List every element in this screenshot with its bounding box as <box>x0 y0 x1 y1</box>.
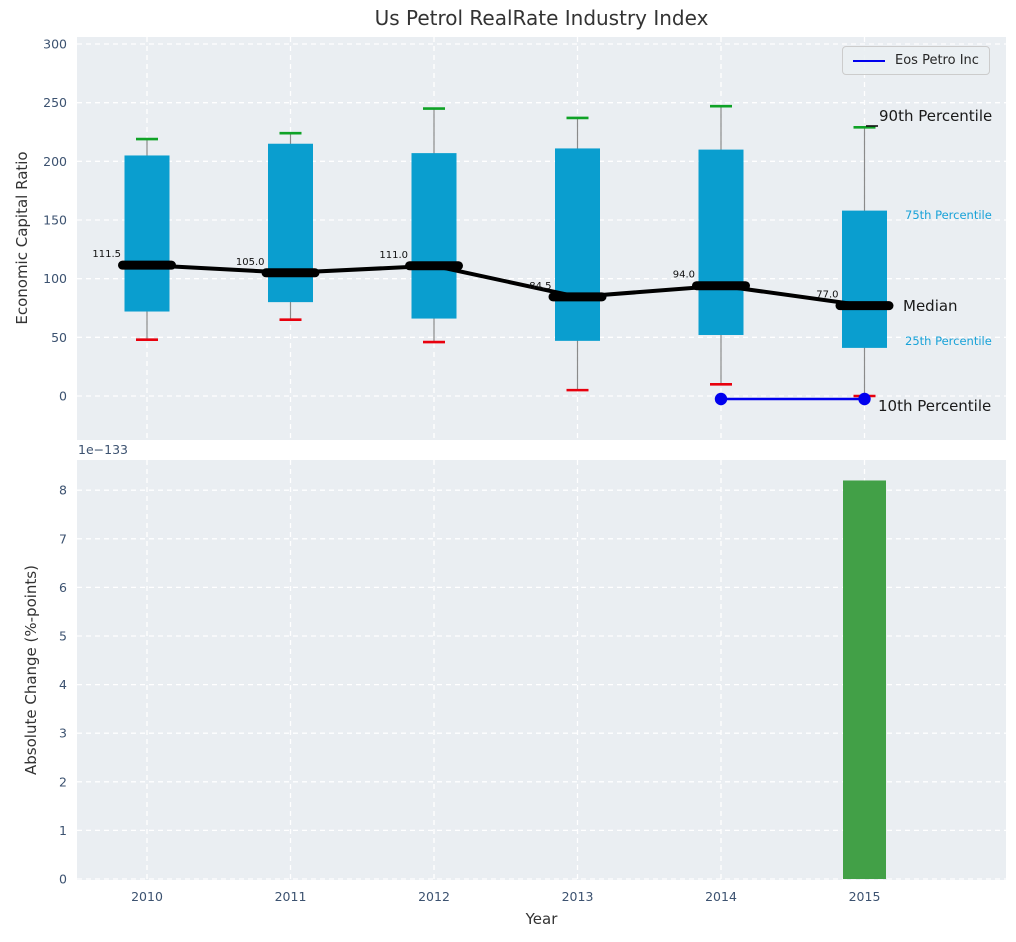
tick-label: 3 <box>59 726 67 741</box>
median-marker-2013 <box>548 292 607 302</box>
tick-label: 150 <box>43 213 67 228</box>
eos-petro-marker <box>714 392 728 406</box>
tick-label: 6 <box>59 580 67 595</box>
legend: Eos Petro Inc <box>842 46 990 75</box>
iqr-box-2014 <box>698 149 744 335</box>
tick-label: 4 <box>59 677 67 692</box>
tick-label: 2011 <box>275 889 307 904</box>
tick-label: 111.0 <box>379 250 408 261</box>
y-axis-scale-offset: 1e−133 <box>78 442 128 457</box>
tick-label: 84.5 <box>529 281 551 292</box>
tick-label: 2014 <box>705 889 737 904</box>
median-marker-2012 <box>405 261 463 271</box>
top-y-axis-label: Economic Capital Ratio <box>13 151 31 325</box>
bottom-y-axis-label: Absolute Change (%-points) <box>22 565 40 775</box>
annotation-median: Median <box>903 297 958 315</box>
annotation-25th-percentile: 25th Percentile <box>905 334 992 348</box>
annotation-90th-percentile: 90th Percentile <box>879 107 993 125</box>
x-axis-label: Year <box>525 910 558 928</box>
median-marker-2010 <box>118 260 176 270</box>
eos-petro-marker <box>858 392 871 406</box>
median-marker-2015 <box>835 301 894 311</box>
tick-label: 0 <box>59 872 67 887</box>
iqr-box-2010 <box>124 155 170 312</box>
iqr-box-2011 <box>268 143 313 303</box>
iqr-box-2012 <box>411 153 457 319</box>
tick-label: 50 <box>51 330 67 345</box>
tick-label: 100 <box>43 271 67 286</box>
tick-label: 7 <box>59 531 67 546</box>
tick-label: 200 <box>43 154 67 169</box>
median-marker-2014 <box>692 281 750 291</box>
chart-title: Us Petrol RealRate Industry Index <box>374 6 709 30</box>
tick-label: 2015 <box>849 889 881 904</box>
tick-label: 2 <box>59 774 67 789</box>
median-marker-2011 <box>261 268 320 278</box>
tick-label: 105.0 <box>236 257 265 268</box>
tick-label: 300 <box>43 37 67 52</box>
legend-label: Eos Petro Inc <box>895 53 979 68</box>
tick-label: 8 <box>59 483 67 498</box>
change-bar-2015 <box>843 480 886 879</box>
tick-label: 1 <box>59 823 67 838</box>
tick-label: 94.0 <box>673 270 695 281</box>
tick-label: 111.5 <box>92 249 121 260</box>
tick-label: 2013 <box>562 889 594 904</box>
tick-label: 250 <box>43 95 67 110</box>
iqr-box-2013 <box>555 148 600 341</box>
legend-line-sample-icon <box>853 59 885 62</box>
tick-label: 0 <box>59 389 67 404</box>
iqr-box-2015 <box>842 210 887 348</box>
annotation-75th-percentile: 75th Percentile <box>905 208 992 222</box>
tick-label: 2010 <box>131 889 163 904</box>
tick-label: 5 <box>59 629 67 644</box>
tick-label: 77.0 <box>816 290 838 301</box>
annotation-10th-percentile: 10th Percentile <box>878 397 992 415</box>
tick-label: 2012 <box>418 889 450 904</box>
